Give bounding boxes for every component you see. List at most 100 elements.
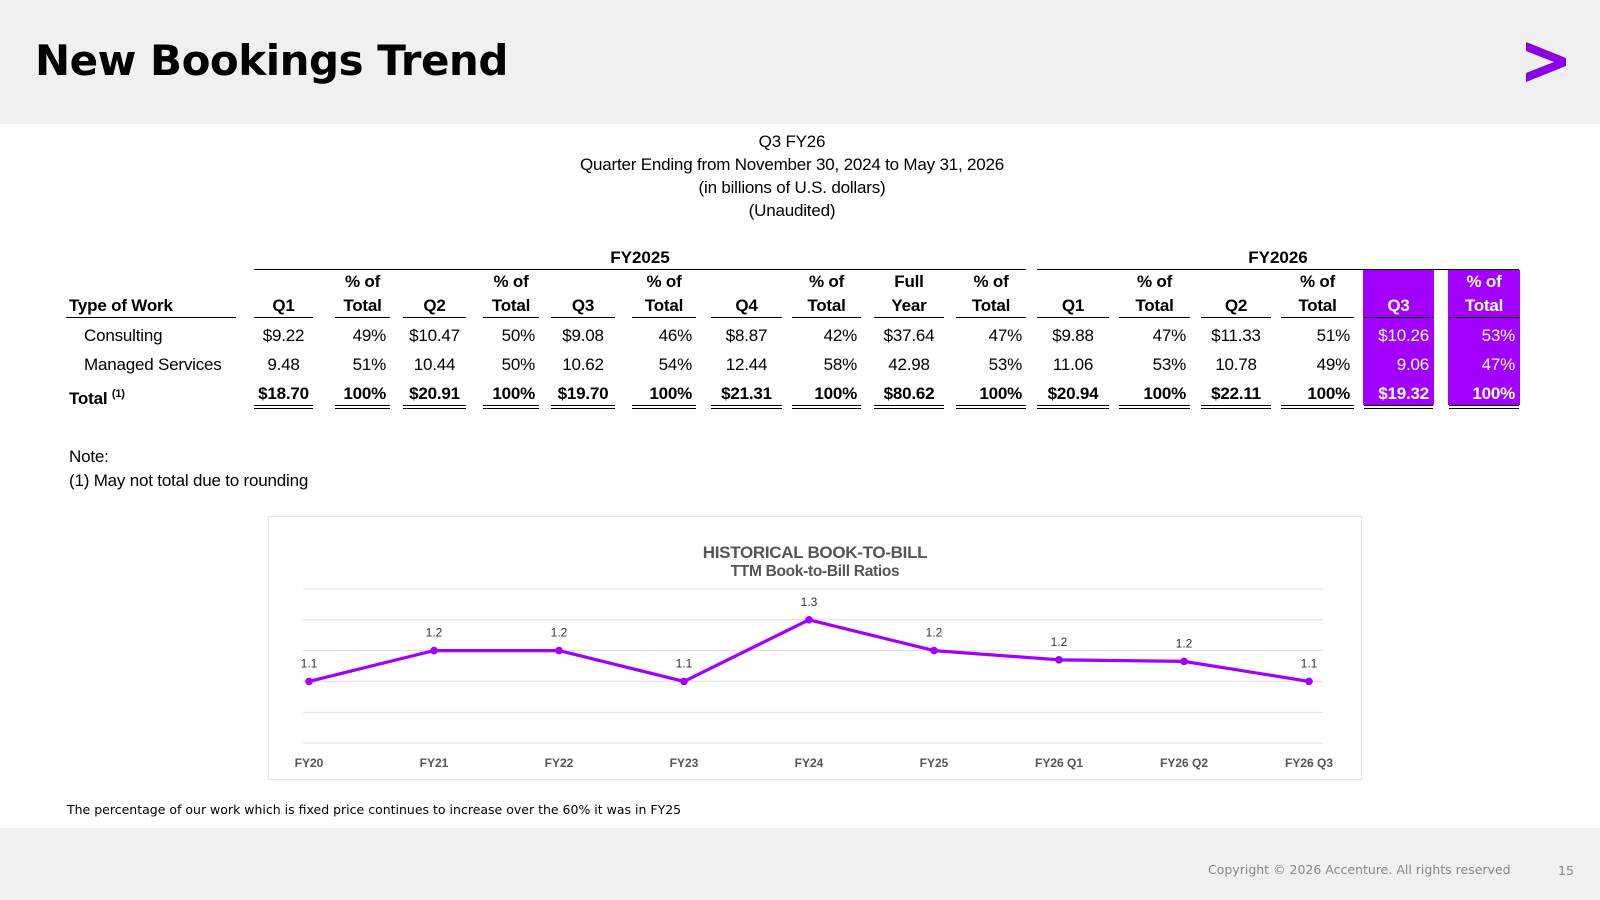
table-cell: 100% bbox=[1472, 384, 1515, 403]
column-header: Q1 bbox=[1061, 296, 1085, 315]
row-label: Total (1) bbox=[69, 384, 125, 409]
data-label: 1.1 bbox=[676, 656, 693, 670]
column-header-underline bbox=[403, 317, 466, 318]
x-tick-label: FY26 Q2 bbox=[1160, 756, 1208, 770]
column-header: Total bbox=[1464, 296, 1504, 315]
table-cell: $8.87 bbox=[725, 326, 768, 345]
table-cell: 100% bbox=[979, 384, 1022, 403]
column-header: Total bbox=[491, 296, 531, 315]
row-label: Managed Services bbox=[84, 355, 222, 375]
column-header-underline bbox=[1119, 317, 1190, 318]
table-cell: $10.47 bbox=[409, 326, 460, 345]
column-header: Q3 bbox=[571, 296, 595, 315]
total-double-underline bbox=[792, 405, 861, 409]
report-audit-status: (Unaudited) bbox=[748, 201, 836, 220]
table-cell: 10.78 bbox=[1215, 355, 1257, 374]
table-cell: 53% bbox=[1481, 326, 1516, 345]
column-header-underline bbox=[1364, 317, 1433, 318]
table-cell: 100% bbox=[492, 384, 535, 403]
total-double-underline bbox=[956, 405, 1026, 409]
column-header: Q1 bbox=[272, 296, 295, 315]
column-header-top: Full bbox=[894, 272, 924, 291]
table-cell: $20.94 bbox=[1047, 384, 1099, 403]
column-header: Q4 bbox=[735, 296, 758, 315]
table-cell: 10.62 bbox=[562, 355, 604, 374]
table-cell: 42% bbox=[823, 326, 858, 345]
column-header-underline bbox=[1201, 317, 1271, 318]
header-band bbox=[0, 0, 1600, 124]
table-cell: 50% bbox=[501, 326, 536, 345]
x-tick-label: FY20 bbox=[295, 756, 324, 770]
table-cell: 100% bbox=[1307, 384, 1350, 403]
column-header: Year bbox=[891, 296, 927, 315]
table-cell: $21.31 bbox=[721, 384, 772, 403]
footer-band bbox=[0, 828, 1600, 900]
table-cell: 42.98 bbox=[888, 355, 930, 374]
table-cell: 100% bbox=[1143, 384, 1186, 403]
x-tick-label: FY23 bbox=[670, 756, 699, 770]
table-cell: 51% bbox=[352, 355, 387, 374]
column-header-underline bbox=[1281, 317, 1354, 318]
data-point bbox=[1180, 657, 1188, 666]
table-cell: 54% bbox=[658, 355, 693, 374]
data-label: 1.1 bbox=[301, 656, 318, 670]
table-cell: 47% bbox=[1481, 355, 1516, 374]
total-double-underline bbox=[1201, 405, 1271, 409]
total-double-underline bbox=[1119, 405, 1190, 409]
table-cell: 100% bbox=[649, 384, 692, 403]
highlight-column-q3-fy26 bbox=[1363, 270, 1434, 405]
fy2026-label: FY2026 bbox=[1248, 248, 1308, 267]
total-double-underline bbox=[551, 405, 615, 409]
total-double-underline bbox=[335, 405, 390, 409]
note: Note: (1) May not total due to rounding bbox=[69, 445, 308, 493]
table-cell: 49% bbox=[1316, 355, 1351, 374]
x-tick-label: FY21 bbox=[420, 756, 449, 770]
table-cell: $19.32 bbox=[1378, 384, 1429, 403]
data-point bbox=[1055, 656, 1063, 664]
table-cell: $11.33 bbox=[1211, 326, 1261, 345]
column-header-top: % of bbox=[1136, 272, 1173, 291]
x-tick-label: FY24 bbox=[795, 756, 824, 770]
data-label: 1.2 bbox=[1051, 635, 1068, 649]
table-cell: $9.22 bbox=[262, 326, 305, 345]
table-cell: $22.11 bbox=[1211, 384, 1261, 403]
table-cell: $10.26 bbox=[1378, 326, 1429, 345]
column-header: Q2 bbox=[1224, 296, 1248, 315]
type-of-work-header: Type of Work bbox=[69, 296, 173, 315]
table-cell: 12.44 bbox=[725, 355, 768, 374]
report-units: (in billions of U.S. dollars) bbox=[698, 178, 886, 197]
data-point bbox=[1305, 677, 1313, 686]
row-label-text: Consulting bbox=[84, 326, 163, 345]
column-header-underline bbox=[632, 317, 696, 318]
table-cell: 46% bbox=[658, 326, 693, 345]
book-to-bill-chart: HISTORICAL BOOK-TO-BILL TTM Book-to-Bill… bbox=[268, 516, 1362, 780]
highlight-column-q3-fy26 bbox=[1448, 270, 1520, 405]
table-cell: $9.88 bbox=[1052, 326, 1094, 345]
column-header-top: % of bbox=[973, 272, 1009, 291]
table-cell: 53% bbox=[988, 355, 1023, 374]
table-cell: 47% bbox=[1152, 326, 1187, 345]
data-label: 1.2 bbox=[1176, 636, 1193, 650]
data-label: 1.2 bbox=[426, 626, 443, 640]
row-label-text: Total bbox=[69, 389, 108, 408]
column-header-underline bbox=[874, 317, 944, 318]
data-point bbox=[805, 616, 813, 624]
table-cell: 9.48 bbox=[267, 355, 300, 374]
table-cell: 11.06 bbox=[1052, 355, 1094, 374]
type-header-underline bbox=[66, 317, 236, 318]
total-double-underline bbox=[1449, 405, 1519, 409]
table-cell: $9.08 bbox=[562, 326, 604, 345]
column-header: Q3 bbox=[1387, 296, 1410, 315]
accenture-logo-icon bbox=[1526, 42, 1566, 82]
total-footnote-marker: (1) bbox=[111, 388, 125, 400]
column-header-top: % of bbox=[1299, 272, 1336, 291]
column-header-underline bbox=[551, 317, 615, 318]
page-title: New Bookings Trend bbox=[35, 36, 508, 85]
data-point bbox=[555, 646, 563, 655]
total-double-underline bbox=[1364, 405, 1433, 409]
column-header-underline bbox=[1449, 317, 1519, 318]
table-cell: 53% bbox=[1152, 355, 1187, 374]
note-rounding: (1) May not total due to rounding bbox=[69, 471, 309, 490]
table-cell: 51% bbox=[1316, 326, 1351, 345]
column-header: Q2 bbox=[423, 296, 446, 315]
